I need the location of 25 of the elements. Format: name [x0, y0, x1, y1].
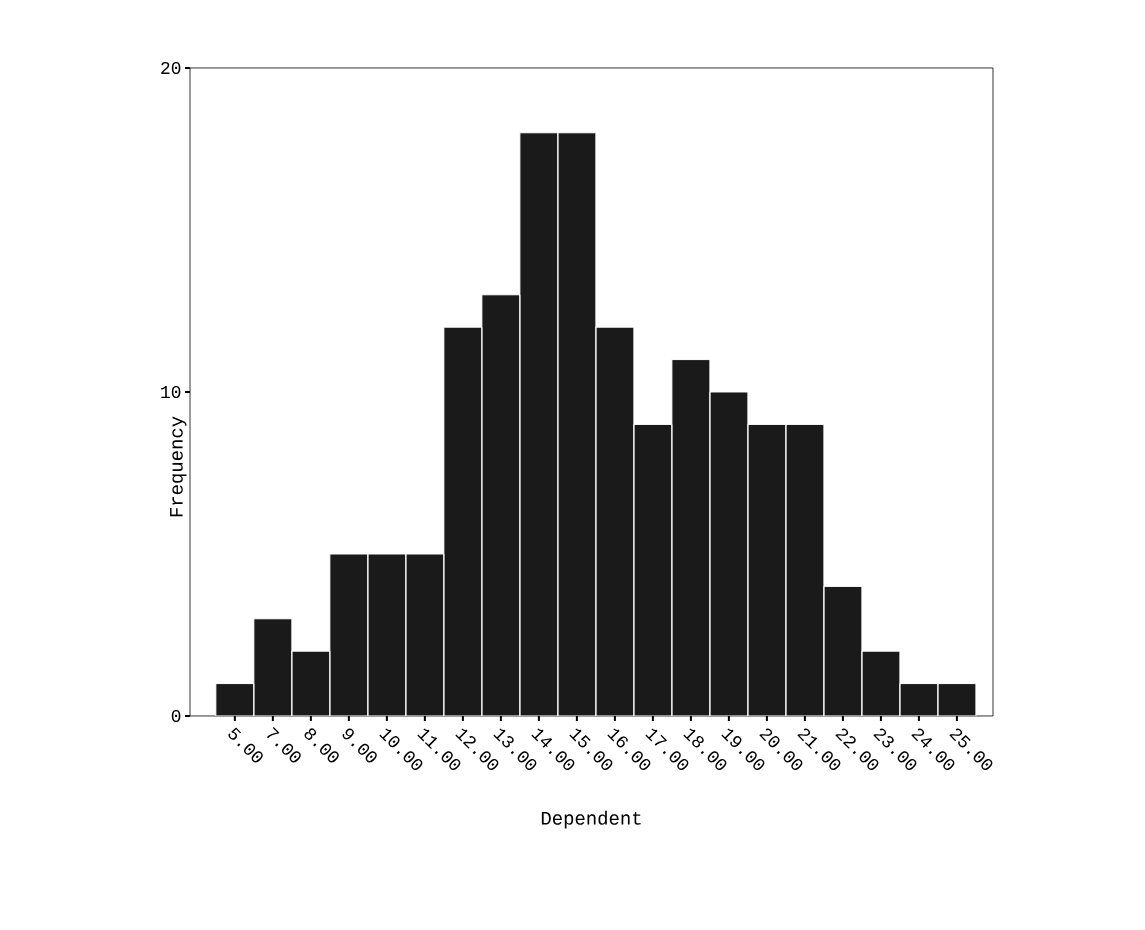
bar	[291, 650, 331, 716]
x-axis-title: Dependent	[541, 810, 641, 829]
y-tick-label: 10	[161, 385, 181, 399]
bar	[405, 553, 445, 716]
bar	[785, 423, 825, 716]
bar	[215, 683, 255, 716]
bar	[937, 683, 977, 716]
bar	[671, 359, 711, 716]
bar	[595, 326, 635, 716]
bar	[367, 553, 407, 716]
y-tick-label: 0	[171, 709, 181, 723]
bar	[481, 294, 521, 716]
bar	[823, 585, 863, 716]
bar	[899, 683, 939, 716]
bar	[253, 618, 293, 716]
bar	[861, 650, 901, 716]
bar	[519, 132, 559, 716]
bar	[747, 423, 787, 716]
bar	[633, 423, 673, 716]
bar	[557, 132, 597, 716]
bar	[443, 326, 483, 716]
y-tick-label: 20	[161, 61, 181, 75]
bar	[329, 553, 369, 716]
bar	[709, 391, 749, 716]
y-axis-title: Frequency	[170, 416, 187, 517]
